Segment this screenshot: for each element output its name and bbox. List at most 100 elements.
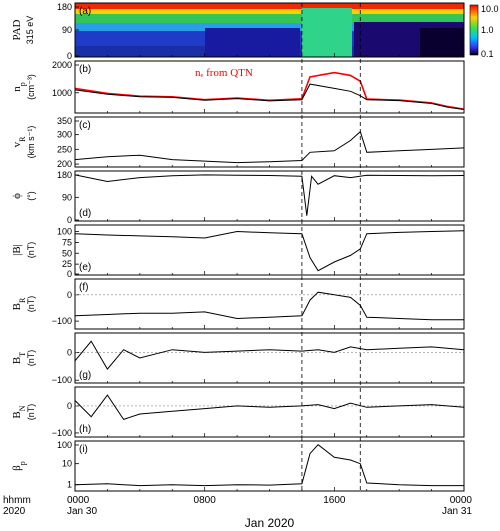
y-tick-label-i: 100: [57, 440, 72, 450]
y-unit-c: (km s⁻¹): [26, 126, 36, 159]
y-tick-label-g: 0: [67, 347, 72, 357]
x-corner-label-hhmm: hhmm: [3, 495, 31, 506]
colorbar-tick-top: 10.0: [481, 4, 499, 14]
y-label-i: βp: [11, 461, 27, 471]
y-tick-label-e: 0: [67, 269, 72, 279]
y-tick-label-b: 2000: [52, 60, 72, 70]
annotation-b: nₑ from QTN: [195, 67, 253, 79]
x-tick-label: 0000: [450, 495, 473, 506]
colorbar-tick-mid: 1.0: [481, 25, 494, 35]
panel-frame-g: [74, 332, 465, 384]
panel-b: (b) np (cm⁻³) 2000 1000 nₑ from QTN: [11, 60, 465, 114]
panel-frame-c: [74, 116, 465, 168]
series-line-d-0: [74, 174, 465, 216]
panel-letter-a: (a): [79, 6, 91, 17]
panel-letter-h: (h): [79, 424, 91, 435]
panel-frame-h: [74, 386, 465, 438]
y-tick-label-a: 0: [67, 51, 72, 61]
y-tick-label-a: 90: [62, 25, 72, 35]
panel-d: (d) ϕ (°) 180 90 0: [11, 170, 465, 225]
y-label-b: np: [11, 82, 27, 92]
y-tick-label-e: 100: [57, 227, 72, 237]
y-tick-label-c: 350: [57, 116, 72, 126]
series-line-b-1: [74, 83, 465, 110]
series-line-c-0: [74, 130, 465, 164]
y-tick-label-f: −100: [52, 316, 72, 326]
heatmap-interval-green: [302, 8, 352, 57]
panel-letter-b: (b): [79, 64, 91, 75]
x-tick-label: 1600: [323, 495, 346, 506]
y-label-sub-g: T: [18, 352, 27, 357]
heatmap-dark-region: [205, 28, 300, 57]
y-tick-label-e: 25: [62, 259, 72, 269]
panel-f: (f) BR (nT) 0 −100: [11, 278, 465, 330]
heatmap-top-band-yellow: [75, 9, 464, 14]
panel-h: (h) BN (nT) 0 −100: [11, 386, 465, 438]
y-tick-label-c: 250: [57, 144, 72, 154]
heatmap-right-darkest: [420, 28, 464, 57]
y-tick-label-c: 300: [57, 130, 72, 140]
y-tick-label-d: 0: [67, 215, 72, 225]
series-line-i-0: [74, 444, 464, 487]
y-tick-label-h: −100: [52, 428, 72, 438]
y-label-sub-b: p: [18, 82, 27, 86]
y-label-sub-h: N: [18, 405, 27, 411]
y-unit-h: (nT): [26, 404, 36, 421]
heatmap-upper-green: [75, 14, 464, 23]
y-tick-label-i: 10: [62, 459, 72, 469]
panel-i: (i) βp 100 10 1: [11, 440, 465, 492]
y-unit-b: (cm⁻³): [26, 74, 36, 100]
y-tick-label-d: 180: [57, 170, 72, 180]
series-line-g-0: [74, 340, 465, 370]
y-unit-e: (nT): [26, 242, 36, 259]
series-line-h-0: [74, 394, 465, 420]
y-label-sub-c: R: [18, 136, 27, 142]
panel-letter-c: (c): [79, 120, 91, 131]
panel-g: (g) BT (nT) 0 −100: [11, 332, 465, 385]
series-line-b-0: [74, 71, 465, 110]
panel-letter-i: (i): [79, 444, 88, 455]
y-unit-g: (nT): [26, 350, 36, 367]
y-label2-a: 315 eV: [25, 16, 35, 45]
x-axis-title: Jan 2020: [245, 516, 295, 530]
y-label-a: PAD: [11, 19, 23, 40]
y-label-c: vR: [11, 136, 27, 148]
y-tick-label-e: 50: [62, 248, 72, 258]
y-tick-label-e: 75: [62, 237, 72, 247]
heatmap-top-band-red: [75, 3, 464, 9]
panel-a: (a) PAD 315 eV 180 90 0: [11, 2, 465, 61]
y-label-f: BR: [11, 297, 27, 310]
panel-letter-e: (e): [79, 262, 91, 273]
panel-letter-f: (f): [79, 282, 88, 293]
panel-frame-i: [74, 440, 465, 492]
y-label-d: ϕ: [11, 193, 23, 199]
x-tick-label: 0800: [194, 495, 217, 506]
panel-c: (c) vR (km s⁻¹) 350 300 250 200: [11, 116, 465, 169]
y-tick-label-d: 90: [62, 192, 72, 202]
y-label-e: |B|: [11, 244, 23, 256]
heatmap-mid-cyan: [75, 23, 464, 31]
y-tick-label-f: 0: [67, 290, 72, 300]
y-label-g: BT: [11, 352, 27, 364]
colorbar-tick-bottom: 0.1: [481, 49, 494, 59]
panel-frame-b: [74, 60, 465, 114]
series-line-e-0: [74, 230, 465, 272]
x-tick-date: Jan 30: [67, 506, 97, 517]
x-tick-date: Jan 31: [442, 506, 472, 517]
y-unit-d: (°): [26, 191, 36, 201]
colorbar: [469, 4, 479, 56]
panel-letter-d: (d): [79, 208, 91, 219]
x-tick-label: 0000: [67, 495, 90, 506]
y-tick-label-a: 180: [57, 2, 72, 12]
y-label-sub-i: p: [18, 461, 27, 465]
series-line-f-0: [74, 291, 464, 321]
y-tick-label-i: 1: [67, 480, 72, 490]
y-label-h: BN: [11, 405, 27, 418]
y-tick-label-b: 1000: [52, 88, 72, 98]
y-tick-label-g: −100: [52, 375, 72, 385]
y-tick-label-h: 0: [67, 401, 72, 411]
